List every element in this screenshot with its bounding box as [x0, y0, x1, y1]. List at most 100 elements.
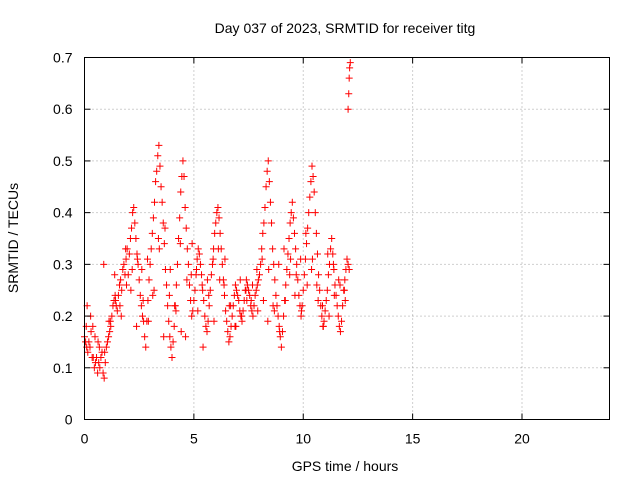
data-point [97, 353, 105, 361]
data-point [101, 359, 109, 367]
data-point [108, 312, 116, 320]
data-point [230, 291, 238, 299]
data-point [135, 276, 143, 284]
data-point [280, 245, 288, 253]
data-point [270, 307, 278, 315]
data-point [322, 297, 330, 305]
data-point [100, 374, 108, 382]
data-point [119, 266, 127, 274]
data-point [151, 198, 158, 206]
data-point [145, 276, 153, 284]
data-point [116, 302, 124, 310]
data-point [186, 281, 193, 289]
data-point [223, 317, 231, 325]
data-point [210, 317, 218, 325]
data-point [286, 219, 294, 227]
data-point [334, 312, 342, 320]
data-point [205, 302, 213, 310]
data-point [166, 333, 174, 341]
data-point [181, 203, 189, 211]
data-point [228, 312, 236, 320]
data-point [160, 333, 168, 341]
data-point [307, 178, 315, 186]
data-point [213, 209, 221, 217]
data-point [271, 276, 279, 284]
data-point [287, 255, 295, 263]
data-point [155, 141, 163, 149]
data-point [175, 235, 183, 242]
data-point [207, 271, 215, 279]
data-point [294, 276, 302, 284]
data-point [233, 286, 241, 294]
data-point [198, 281, 206, 289]
data-point [304, 224, 312, 232]
data-point [122, 245, 130, 253]
data-point [274, 312, 282, 320]
data-point [313, 281, 321, 289]
data-point [235, 297, 243, 305]
data-point [269, 302, 277, 310]
data-point [281, 297, 289, 305]
data-point [329, 260, 337, 268]
data-point [335, 276, 343, 284]
data-point [144, 255, 151, 263]
data-point [95, 343, 103, 351]
y-tick-label: 0.2 [53, 308, 73, 324]
data-point [154, 235, 162, 242]
data-point [134, 260, 142, 268]
data-point [242, 286, 250, 294]
data-point [265, 266, 273, 274]
data-point [341, 276, 349, 284]
data-point [344, 260, 352, 268]
y-tick-label: 0.4 [53, 205, 73, 221]
data-point [291, 229, 298, 237]
data-point [183, 245, 191, 253]
data-point [313, 250, 321, 258]
data-point [95, 359, 103, 367]
data-point [318, 312, 326, 320]
data-point [195, 250, 203, 258]
data-point [346, 64, 354, 72]
data-point [221, 255, 229, 263]
data-point [324, 250, 332, 258]
data-point [252, 286, 260, 294]
data-point [176, 240, 184, 248]
data-point [172, 281, 180, 289]
chart-title: Day 037 of 2023, SRMTID for receiver tit… [215, 20, 476, 36]
data-point [168, 353, 176, 361]
data-point [221, 291, 228, 299]
data-point [169, 338, 177, 346]
data-point [194, 307, 202, 315]
data-point [204, 317, 212, 325]
data-point [308, 162, 316, 170]
data-point [102, 343, 110, 351]
data-point [306, 193, 314, 201]
data-point [155, 245, 163, 253]
data-point [164, 302, 172, 310]
data-point [118, 286, 126, 294]
data-point [256, 271, 263, 279]
data-point [214, 203, 222, 211]
data-point [209, 255, 217, 263]
data-point [159, 219, 167, 227]
data-point [291, 291, 299, 299]
data-point [316, 286, 324, 294]
data-point [344, 105, 352, 113]
data-point [319, 322, 327, 330]
data-point [180, 172, 188, 180]
data-point [156, 162, 164, 170]
data-point [202, 322, 210, 330]
data-point [238, 312, 246, 320]
data-point [302, 229, 310, 237]
data-point [338, 317, 346, 325]
data-point [172, 307, 180, 315]
data-point [167, 343, 175, 351]
data-point [298, 307, 305, 315]
data-point [120, 260, 128, 268]
data-point [261, 203, 269, 211]
data-point [154, 152, 162, 160]
y-tick-label: 0 [65, 412, 73, 428]
data-point [141, 333, 149, 341]
data-point [263, 167, 271, 175]
data-point [191, 286, 199, 294]
